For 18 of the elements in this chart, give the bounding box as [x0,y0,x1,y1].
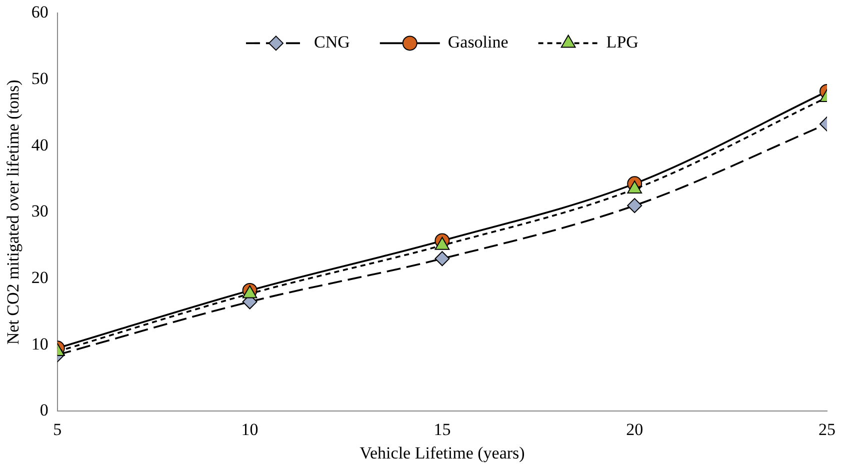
legend-label: CNG [314,32,350,52]
legend-label: LPG [606,32,638,52]
x-tick-label: 5 [53,420,62,439]
y-tick-label: 50 [31,69,48,88]
x-tick-label: 25 [818,420,836,439]
x-axis-title: Vehicle Lifetime (years) [360,443,525,462]
legend-label: Gasoline [448,32,508,52]
x-tick-label: 15 [434,420,451,439]
y-tick-label: 10 [31,334,48,354]
x-tick-label: 20 [626,420,644,439]
y-tick-label: 60 [31,2,48,22]
y-tick-label: 40 [31,135,48,154]
y-tick-label: 20 [31,268,48,287]
y-axis-title: Net CO2 mitigated over lifetime (tons) [4,80,23,345]
y-tick-label: 0 [40,400,48,420]
x-tick-label: 10 [241,420,258,439]
y-tick-label: 30 [31,202,48,221]
point [434,251,450,266]
